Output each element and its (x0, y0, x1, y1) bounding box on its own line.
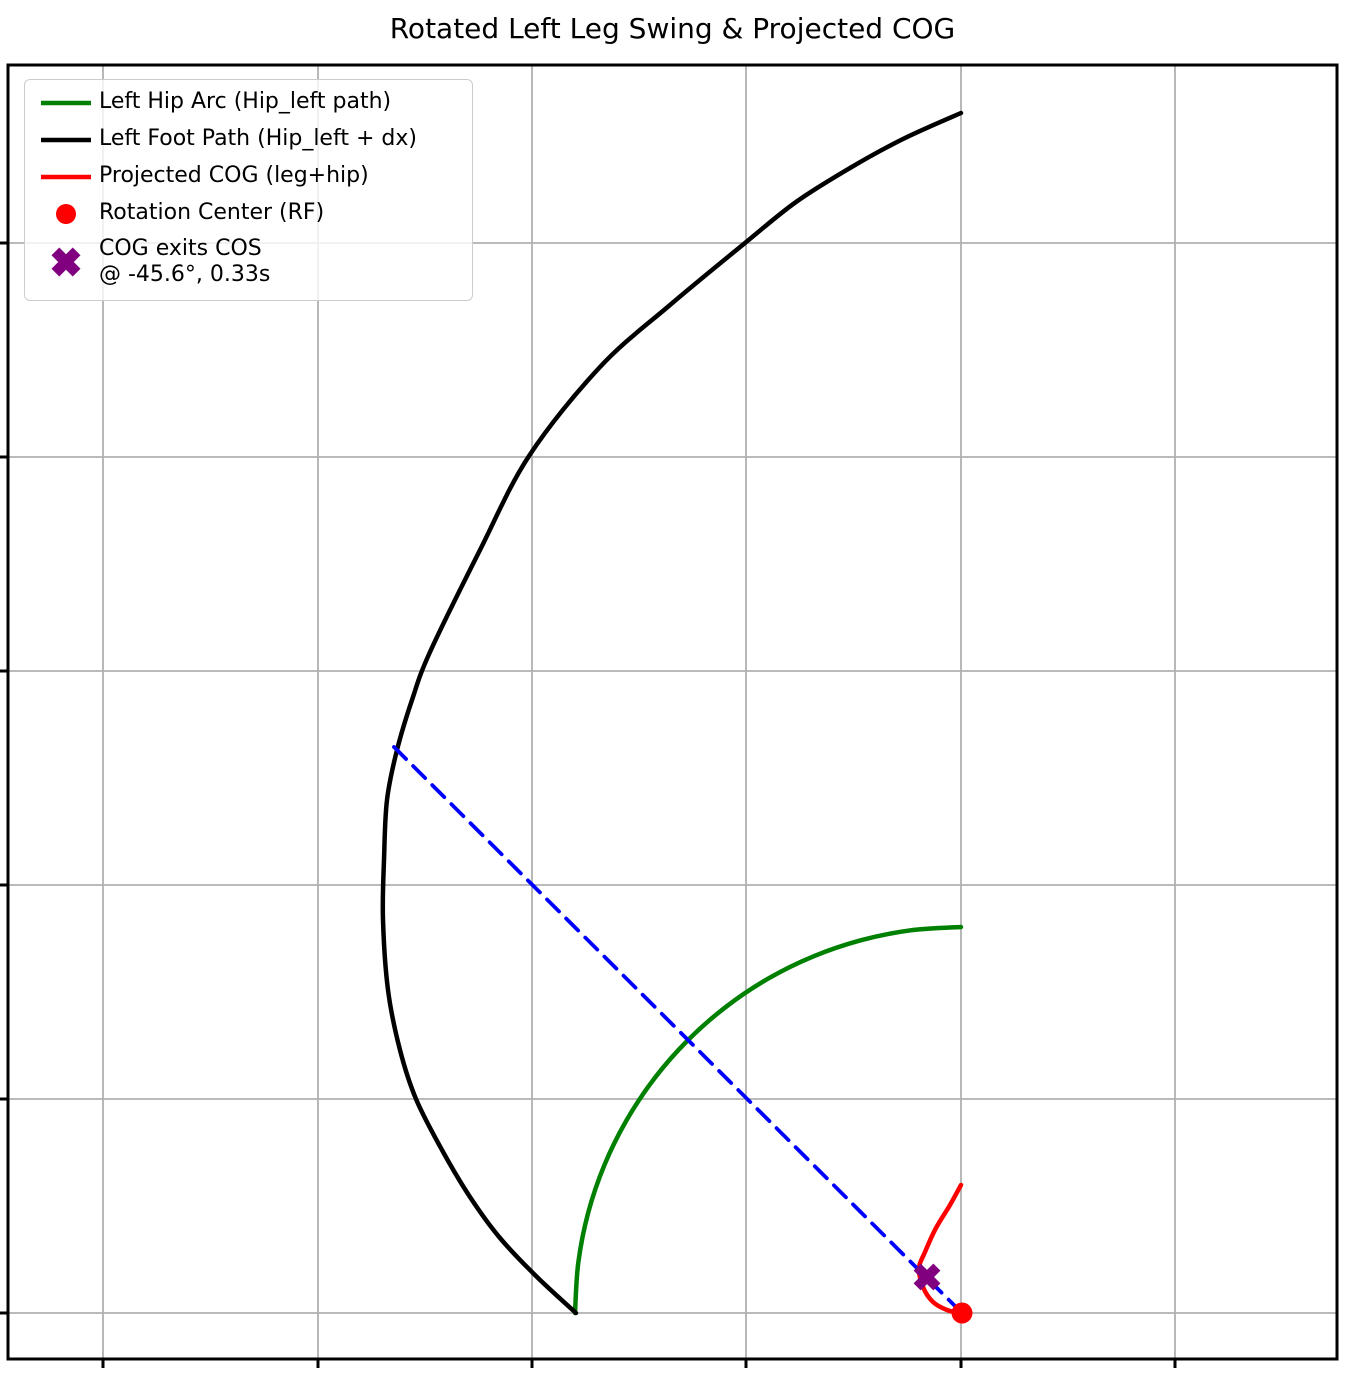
chart-title: Rotated Left Leg Swing & Projected COG (389, 12, 956, 45)
legend: Left Hip Arc (Hip_left path) Left Foot P… (24, 79, 473, 301)
red-line-swatch (33, 162, 99, 192)
legend-label-rotation-center: Rotation Center (RF) (99, 200, 325, 226)
series-foot-path (380, 110, 964, 1316)
purple-x-icon (51, 247, 81, 277)
red-dot-icon (56, 203, 76, 224)
axes-border (6, 63, 1339, 1361)
legend-item-cog-exit: COG exits COS @ -45.6°, 0.33s (33, 232, 462, 292)
legend-label-cog-exit-line2: @ -45.6°, 0.33s (99, 262, 271, 287)
cog-exit-marker (913, 1263, 941, 1291)
legend-label-hip-arc: Left Hip Arc (Hip_left path) (99, 89, 392, 115)
legend-label-cog-exit-line1: COG exits COS (99, 235, 262, 261)
legend-item-rotation-center: Rotation Center (RF) (33, 195, 462, 232)
legend-item-projected-cog: Projected COG (leg+hip) (33, 158, 462, 195)
green-line-swatch (33, 88, 99, 118)
legend-label-projected-cog: Projected COG (leg+hip) (99, 163, 369, 189)
series-cos-boundary (392, 745, 964, 1315)
red-dot-swatch (33, 199, 99, 229)
rotation-center-marker (951, 1302, 973, 1324)
legend-label-cog-exit: COG exits COS @ -45.6°, 0.33s (99, 236, 270, 289)
legend-label-foot-path: Left Foot Path (Hip_left + dx) (99, 126, 417, 152)
series-projected-cog (916, 1182, 964, 1316)
black-line-swatch (33, 125, 99, 155)
legend-item-foot-path: Left Foot Path (Hip_left + dx) (33, 121, 462, 158)
legend-item-hip-arc: Left Hip Arc (Hip_left path) (33, 84, 462, 121)
purple-x-swatch (33, 240, 99, 284)
